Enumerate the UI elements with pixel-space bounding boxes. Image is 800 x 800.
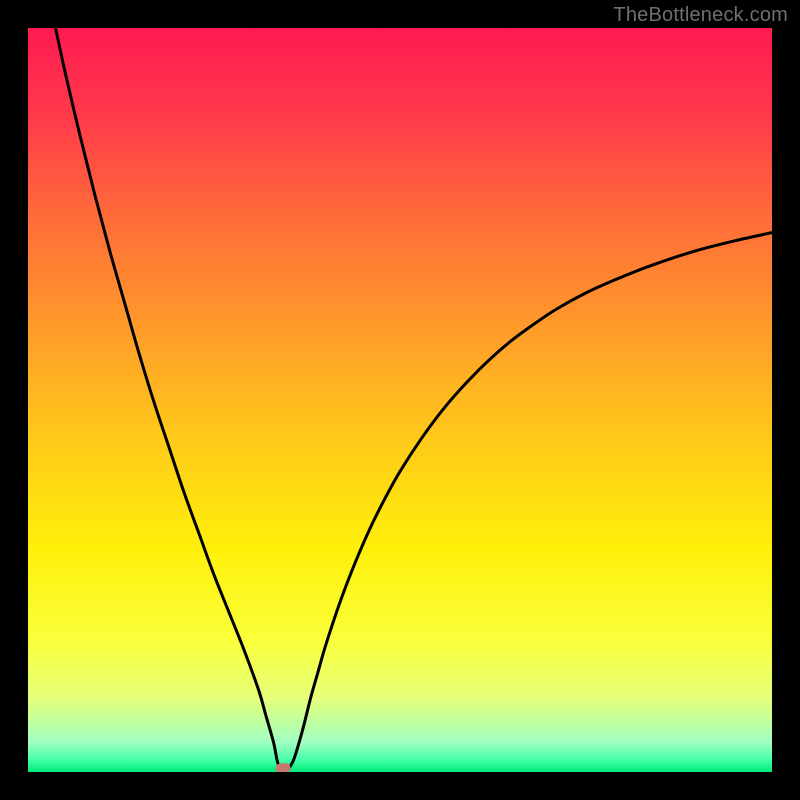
chart-canvas bbox=[0, 0, 800, 800]
watermark-text: TheBottleneck.com bbox=[613, 4, 788, 27]
bottleneck-chart: TheBottleneck.com bbox=[0, 0, 800, 800]
optimum-marker bbox=[276, 763, 291, 773]
chart-background bbox=[28, 28, 772, 772]
